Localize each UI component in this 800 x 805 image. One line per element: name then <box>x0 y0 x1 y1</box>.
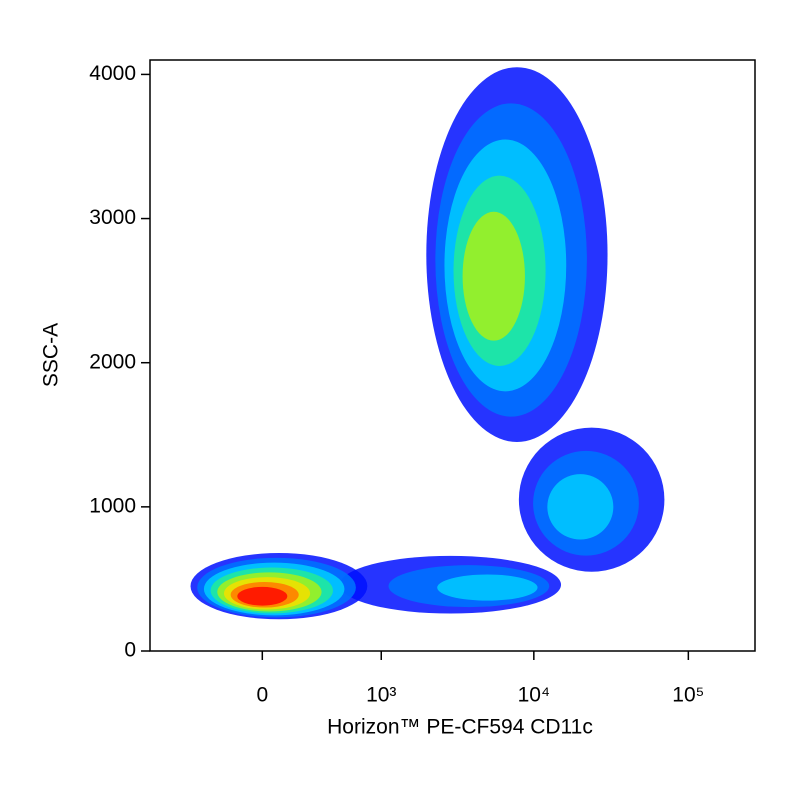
y-tick-label: 1000 <box>89 494 136 517</box>
y-axis-label: SSC-A <box>40 323 63 387</box>
density-level <box>462 211 525 341</box>
x-tick-label: 10⁴ <box>518 684 550 707</box>
x-tick-label: 10³ <box>366 684 396 707</box>
y-tick-label: 3000 <box>89 206 136 229</box>
x-tick-label: 0 <box>256 684 268 707</box>
frame <box>149 59 756 652</box>
plot-area <box>190 67 665 620</box>
x-tick-label: 10⁵ <box>672 684 704 707</box>
density-level <box>547 474 614 540</box>
y-tick-label: 2000 <box>89 350 136 373</box>
y-tick-label: 4000 <box>89 62 136 85</box>
density-level <box>237 586 288 606</box>
x-axis-label: Horizon™ PE-CF594 CD11c <box>327 716 593 739</box>
y-tick-label: 0 <box>124 639 136 662</box>
density-level <box>437 574 538 601</box>
